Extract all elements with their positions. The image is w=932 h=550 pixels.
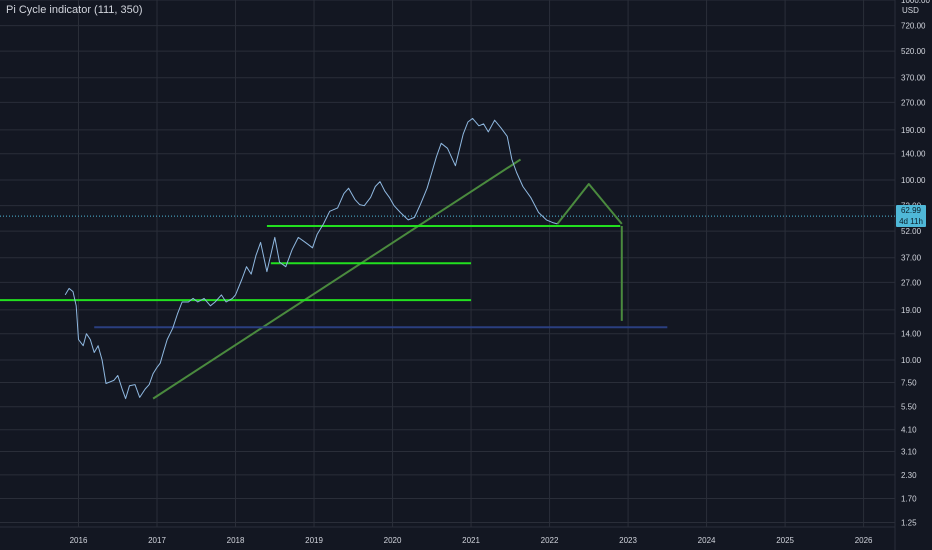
y-tick-label: 1000.00 (901, 0, 930, 5)
y-tick-label: 190.00 (901, 126, 926, 135)
y-tick-label: 27.00 (901, 278, 922, 287)
x-tick-label: 2026 (855, 536, 873, 545)
y-tick-label: 1.25 (901, 519, 917, 528)
y-tick-label: 10.00 (901, 356, 922, 365)
x-tick-label: 2019 (305, 536, 323, 545)
x-tick-label: 2023 (619, 536, 637, 545)
y-tick-label: 4.10 (901, 426, 917, 435)
y-tick-label: 100.00 (901, 176, 926, 185)
x-tick-label: 2020 (384, 536, 402, 545)
x-tick-label: 2016 (70, 536, 88, 545)
y-tick-label: 7.50 (901, 378, 917, 387)
x-tick-label: 2022 (541, 536, 559, 545)
y-tick-label: 270.00 (901, 98, 926, 107)
current-price-value: 62.99 (900, 206, 922, 215)
x-tick-label: 2024 (698, 536, 716, 545)
y-tick-label: 14.00 (901, 330, 922, 339)
x-tick-label: 2025 (776, 536, 794, 545)
y-tick-label: 5.50 (901, 403, 917, 412)
y-tick-label: 52.00 (901, 227, 922, 236)
y-tick-label: 720.00 (901, 22, 926, 31)
x-tick-label: 2021 (462, 536, 480, 545)
current-price-tag: 62.99 4d 11h (896, 205, 926, 227)
trend-line (556, 183, 623, 225)
y-tick-label: 3.10 (901, 448, 917, 457)
currency-label: USD (902, 6, 919, 15)
indicator-title[interactable]: Pi Cycle indicator (111, 350) (6, 4, 143, 16)
trend-line (152, 158, 522, 400)
y-tick-label: 2.30 (901, 471, 917, 480)
y-tick-label: 37.00 (901, 254, 922, 263)
y-tick-label: 520.00 (901, 47, 926, 56)
x-tick-label: 2017 (148, 536, 166, 545)
bar-countdown: 4d 11h (899, 217, 923, 226)
y-tick-label: 19.00 (901, 306, 922, 315)
y-tick-label: 370.00 (901, 74, 926, 83)
x-tick-label: 2018 (227, 536, 245, 545)
y-tick-label: 140.00 (901, 150, 926, 159)
price-series-line (64, 117, 558, 400)
y-tick-label: 1.70 (901, 495, 917, 504)
